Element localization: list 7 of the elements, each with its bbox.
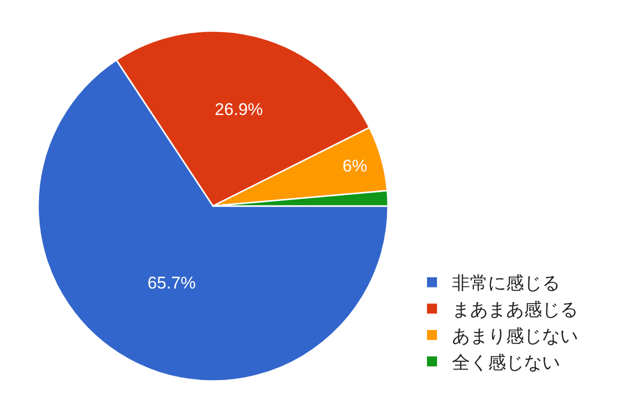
legend-label: まあまあ感じる: [452, 300, 578, 320]
data-label: 6%: [342, 156, 368, 176]
legend-label: 全く感じない: [452, 352, 560, 372]
data-label: 26.9%: [214, 100, 263, 119]
data-label: 65.7%: [147, 274, 196, 293]
legend-label: 非常に感じる: [452, 273, 560, 294]
legend-label: あまり感じない: [452, 326, 578, 346]
